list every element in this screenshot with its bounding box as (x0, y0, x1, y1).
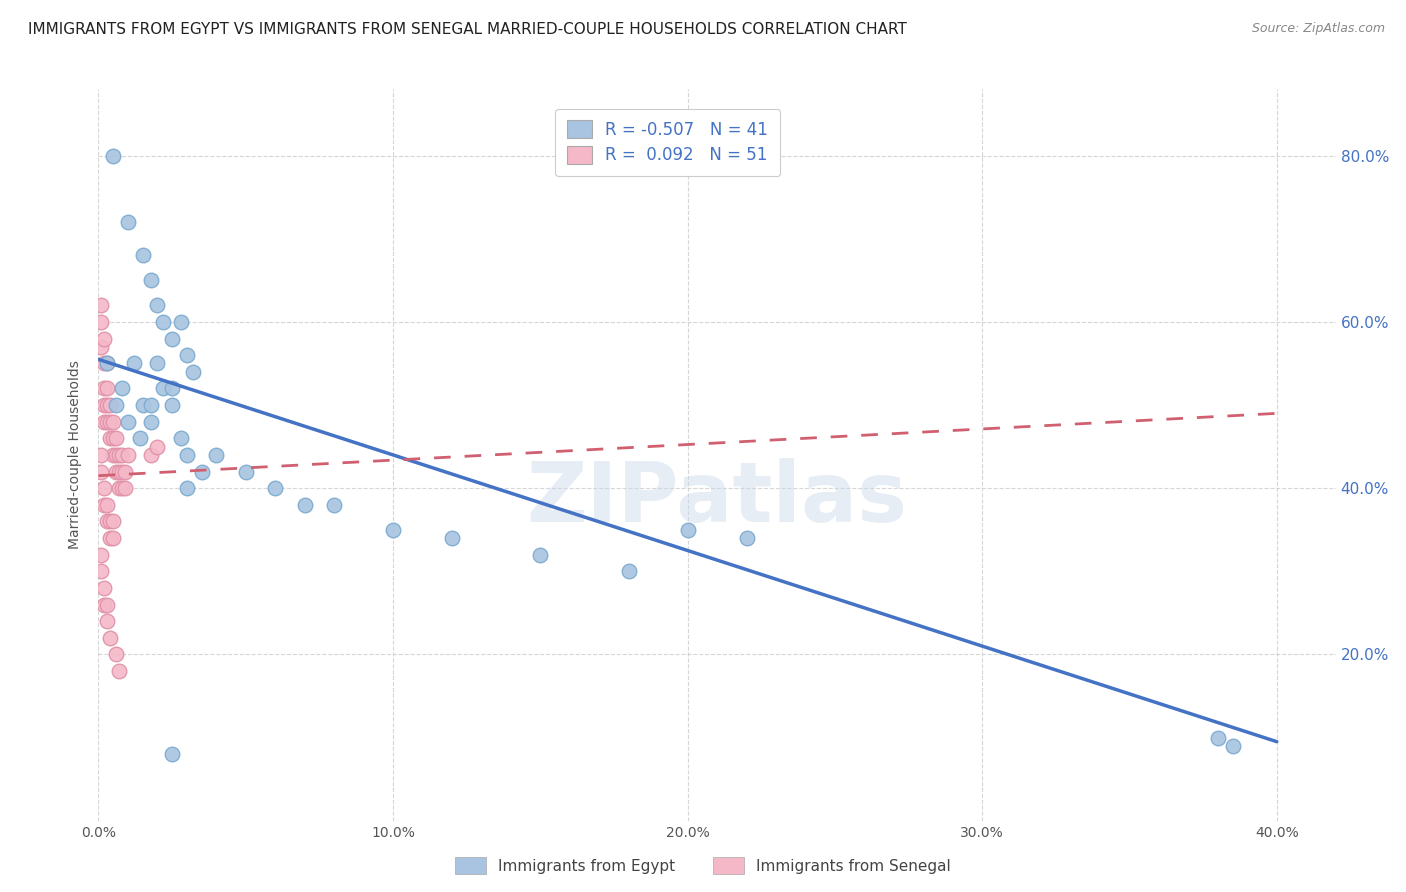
Point (1206, 731, 1229, 745)
Point (382, 523, 405, 537)
Point (101, 431, 124, 445)
Point (131, 248, 153, 262)
Point (101, 448, 124, 462)
Legend: Immigrants from Egypt, Immigrants from Senegal: Immigrants from Egypt, Immigrants from S… (449, 851, 957, 880)
Point (160, 332, 183, 346)
Text: Source: ZipAtlas.com: Source: ZipAtlas.com (1251, 22, 1385, 36)
Point (114, 465, 136, 479)
Point (131, 398, 153, 412)
Point (90, 465, 112, 479)
Point (93, 356, 115, 370)
Point (98, 415, 121, 429)
Point (105, 648, 128, 662)
Point (117, 448, 139, 462)
Point (98, 515, 121, 529)
Point (90, 564, 112, 578)
Point (108, 481, 131, 495)
Point (176, 448, 198, 462)
Point (93, 381, 115, 395)
Point (101, 149, 124, 163)
Point (105, 431, 128, 445)
Point (96, 356, 118, 370)
Point (190, 465, 212, 479)
Point (122, 356, 145, 370)
Point (98, 398, 121, 412)
Point (90, 298, 112, 312)
Point (98, 631, 121, 645)
Point (90, 448, 112, 462)
Point (105, 465, 128, 479)
Point (98, 431, 121, 445)
Point (96, 598, 118, 612)
Point (98, 531, 121, 545)
Point (93, 398, 115, 412)
Point (96, 498, 118, 512)
Point (111, 448, 134, 462)
Point (96, 381, 118, 395)
Point (146, 356, 169, 370)
Point (101, 531, 124, 545)
Point (141, 398, 163, 412)
Point (93, 598, 115, 612)
Point (105, 398, 128, 412)
Point (111, 381, 134, 395)
Point (152, 315, 174, 329)
Point (323, 498, 346, 512)
Point (160, 381, 183, 395)
Point (108, 465, 131, 479)
Y-axis label: Married-couple Households: Married-couple Households (69, 360, 83, 549)
Point (101, 515, 124, 529)
Point (141, 273, 163, 287)
Point (152, 381, 174, 395)
Point (96, 415, 118, 429)
Point (93, 332, 115, 346)
Point (93, 481, 115, 495)
Point (90, 548, 112, 562)
Point (96, 356, 118, 370)
Point (176, 348, 198, 362)
Point (440, 531, 463, 545)
Point (101, 415, 124, 429)
Point (93, 498, 115, 512)
Point (90, 340, 112, 354)
Point (294, 498, 316, 512)
Point (96, 398, 118, 412)
Point (529, 548, 551, 562)
Point (108, 664, 131, 678)
Point (96, 515, 118, 529)
Point (160, 398, 183, 412)
Point (146, 298, 169, 312)
Point (117, 215, 139, 229)
Point (111, 481, 134, 495)
Point (160, 747, 183, 761)
Point (141, 415, 163, 429)
Point (93, 415, 115, 429)
Point (117, 415, 139, 429)
Point (90, 315, 112, 329)
Text: IMMIGRANTS FROM EGYPT VS IMMIGRANTS FROM SENEGAL MARRIED-COUPLE HOUSEHOLDS CORRE: IMMIGRANTS FROM EGYPT VS IMMIGRANTS FROM… (28, 22, 907, 37)
Point (1222, 739, 1244, 753)
Point (176, 481, 198, 495)
Point (170, 431, 193, 445)
Point (93, 581, 115, 595)
Point (676, 523, 699, 537)
Point (96, 614, 118, 628)
Point (114, 481, 136, 495)
Point (735, 531, 758, 545)
Legend: R = -0.507   N = 41, R =  0.092   N = 51: R = -0.507 N = 41, R = 0.092 N = 51 (555, 109, 780, 176)
Point (205, 448, 228, 462)
Point (108, 448, 131, 462)
Text: ZIPatlas: ZIPatlas (527, 458, 907, 540)
Point (141, 448, 163, 462)
Point (128, 431, 150, 445)
Point (235, 465, 257, 479)
Point (146, 440, 169, 454)
Point (617, 564, 640, 578)
Point (170, 315, 193, 329)
Point (111, 465, 134, 479)
Point (181, 365, 204, 379)
Point (105, 448, 128, 462)
Point (264, 481, 287, 495)
